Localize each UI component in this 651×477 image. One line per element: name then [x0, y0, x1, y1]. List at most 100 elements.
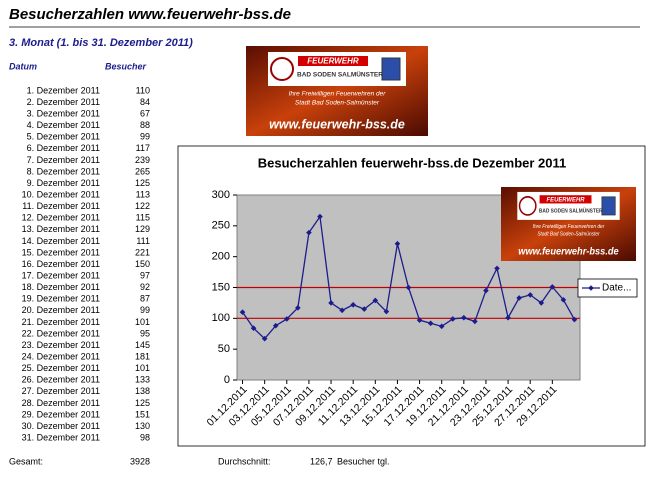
point [527, 292, 534, 298]
url: www.feuerwehr-bss.de [518, 246, 619, 258]
value-cell: 99 [140, 132, 150, 142]
date-cell: 26. Dezember 2011 [22, 375, 100, 385]
value-cell: 111 [136, 236, 150, 246]
date-cell: 19. Dezember 2011 [22, 294, 100, 304]
point [272, 322, 279, 329]
point [427, 320, 434, 327]
date-cell: 7. Dezember 2011 [27, 155, 100, 165]
point [560, 297, 567, 303]
point [461, 314, 467, 321]
value-cell: 99 [140, 305, 150, 315]
date-cell: 16. Dezember 2011 [22, 259, 100, 269]
point [372, 297, 379, 304]
date-cell: 27. Dezember 2011 [22, 386, 100, 396]
y-tick-label: 300 [212, 189, 230, 201]
value-cell: 87 [140, 294, 150, 304]
town: BAD SODEN SALMÜNSTER [539, 207, 603, 214]
date-cell: 31. Dezember 2011 [22, 432, 100, 442]
town: BAD SODEN SALMÜNSTER [297, 70, 383, 79]
value-cell: 125 [135, 178, 150, 188]
point [571, 316, 578, 323]
point [383, 308, 390, 315]
value-cell: 122 [135, 201, 150, 211]
date-cell: 15. Dezember 2011 [22, 247, 100, 257]
date-cell: 9. Dezember 2011 [27, 178, 100, 188]
total-label: Gesamt: [9, 456, 43, 466]
col-header: Besucher [105, 61, 147, 71]
point [306, 229, 312, 236]
y-tick-label: 200 [212, 251, 230, 263]
date-cell: 17. Dezember 2011 [22, 270, 100, 280]
value-cell: 95 [140, 328, 150, 338]
brand-bg [539, 195, 592, 204]
date-cell: 24. Dezember 2011 [22, 351, 100, 361]
emblem [518, 196, 537, 216]
point [283, 316, 290, 322]
chart-title: Besucherzahlen feuerwehr-bss.de Dezember… [258, 155, 567, 170]
crest [381, 57, 401, 81]
title: Besucherzahlen www.feuerwehr-bss.de [9, 6, 291, 23]
value-cell: 97 [140, 270, 150, 280]
point [416, 317, 423, 323]
point [505, 314, 511, 321]
date-cell: 22. Dezember 2011 [22, 328, 100, 338]
point [538, 300, 545, 306]
date-cell: 2. Dezember 2011 [27, 97, 100, 107]
date-cell: 21. Dezember 2011 [22, 317, 100, 327]
point [339, 307, 345, 314]
legend-label: Date... [602, 283, 631, 294]
value-cell: 115 [136, 213, 150, 223]
value-cell: 151 [135, 409, 150, 419]
value-cell: 138 [135, 386, 150, 396]
total: 3928 [130, 456, 150, 466]
date-cell: 18. Dezember 2011 [22, 282, 100, 292]
value-cell: 84 [140, 97, 150, 107]
value-cell: 101 [135, 317, 150, 327]
point [449, 316, 456, 322]
date-cell: 29. Dezember 2011 [22, 409, 100, 419]
value-cell: 113 [136, 190, 150, 200]
point [328, 300, 334, 306]
y-tick-label: 150 [212, 281, 230, 293]
value-cell: 110 [136, 85, 150, 95]
date-cell: 6. Dezember 2011 [27, 143, 100, 153]
value-cell: 133 [135, 375, 150, 385]
y-tick-label: 250 [212, 220, 230, 232]
value-cell: 129 [135, 224, 150, 234]
banner: FEUERWEHR BAD SODEN SALMÜNSTER Ihre Freiwi… [246, 46, 428, 136]
value-cell: 98 [140, 432, 150, 442]
point [405, 284, 412, 291]
value-cell: 117 [136, 143, 150, 153]
date-cell: 28. Dezember 2011 [22, 398, 100, 408]
col-header: Datum [9, 61, 37, 71]
date-cell: 30. Dezember 2011 [22, 421, 100, 431]
value-cell: 239 [135, 155, 150, 165]
point [239, 309, 246, 315]
point [472, 318, 478, 325]
brand: FEUERWEHR [547, 196, 586, 203]
date-cell: 3. Dezember 2011 [27, 109, 100, 119]
date-cell: 12. Dezember 2011 [22, 213, 100, 223]
point [261, 335, 268, 342]
average: 126,7 [310, 456, 333, 466]
average-label: Durchschnitt: [218, 456, 271, 466]
average-unit: Besucher tgl. [337, 456, 390, 466]
legend-marker [588, 285, 594, 291]
value-cell: 145 [135, 340, 150, 350]
date-cell: 5. Dezember 2011 [27, 132, 100, 142]
point [549, 284, 556, 290]
emblem [270, 57, 294, 81]
point [494, 265, 500, 272]
date-cell: 8. Dezember 2011 [27, 166, 100, 176]
value-cell: 67 [140, 109, 150, 119]
legend-box [577, 278, 638, 298]
slogan: Stadt Bad Soden-Salmünster [295, 100, 380, 107]
slogan: Ihre Freiwilligen Feuerwehren der [289, 91, 387, 98]
y-tick-label: 50 [218, 343, 230, 355]
value-cell: 221 [135, 247, 150, 257]
value-cell: 88 [140, 120, 150, 130]
value-cell: 92 [140, 282, 150, 292]
point [361, 306, 368, 312]
crest [601, 196, 616, 216]
slogan: Ihre Freiwilligen Feuerwehren der [533, 224, 605, 230]
